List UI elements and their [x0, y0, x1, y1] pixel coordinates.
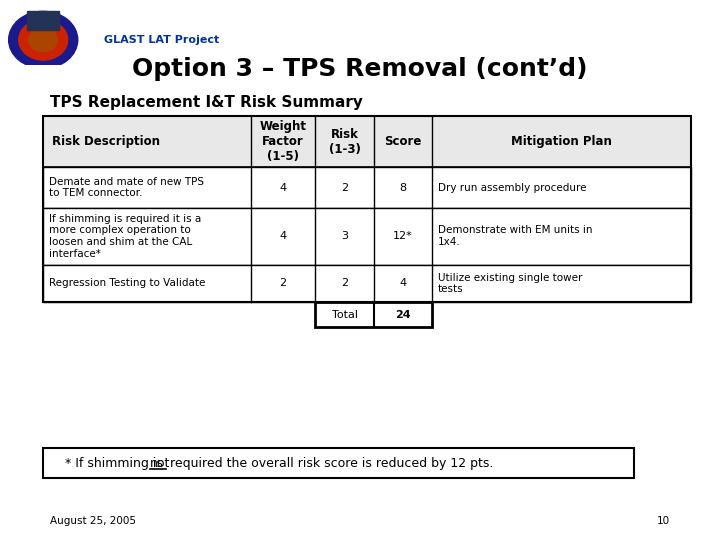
Text: Mitigation Plan: Mitigation Plan: [511, 135, 612, 148]
Text: If shimming is required it is a
more complex operation to
loosen and shim at the: If shimming is required it is a more com…: [49, 214, 201, 259]
Text: 2: 2: [279, 279, 287, 288]
Text: 4: 4: [279, 183, 287, 193]
Text: 2: 2: [341, 183, 348, 193]
Text: 4: 4: [279, 231, 287, 241]
Text: August 25, 2005: August 25, 2005: [50, 516, 136, 526]
Bar: [27, 11, 59, 30]
Text: Demonstrate with EM units in
1x4.: Demonstrate with EM units in 1x4.: [438, 225, 593, 247]
Circle shape: [19, 19, 68, 60]
Text: 8: 8: [400, 183, 406, 193]
Text: Total: Total: [331, 309, 358, 320]
Text: Weight
Factor
(1-5): Weight Factor (1-5): [259, 120, 307, 163]
Circle shape: [29, 28, 58, 52]
Text: Risk Description: Risk Description: [52, 135, 160, 148]
Text: required the overall risk score is reduced by 12 pts.: required the overall risk score is reduc…: [166, 456, 494, 470]
Circle shape: [9, 11, 78, 69]
Text: Risk
(1-3): Risk (1-3): [328, 128, 361, 156]
Text: not: not: [150, 456, 170, 470]
Text: 3: 3: [341, 231, 348, 241]
Text: GLAST LAT Project: GLAST LAT Project: [104, 35, 220, 45]
Text: TPS Replacement I&T Risk Summary: TPS Replacement I&T Risk Summary: [50, 94, 364, 110]
Text: Regression Testing to Validate: Regression Testing to Validate: [49, 279, 205, 288]
Text: 12*: 12*: [393, 231, 413, 241]
Text: Score: Score: [384, 135, 421, 148]
Text: Dry run assembly procedure: Dry run assembly procedure: [438, 183, 586, 193]
Text: Option 3 – TPS Removal (cont’d): Option 3 – TPS Removal (cont’d): [132, 57, 588, 80]
Text: 2: 2: [341, 279, 348, 288]
Text: Demate and mate of new TPS
to TEM connector.: Demate and mate of new TPS to TEM connec…: [49, 177, 204, 198]
Text: 4: 4: [400, 279, 406, 288]
Text: * If shimming is: * If shimming is: [65, 456, 166, 470]
Text: 10: 10: [657, 516, 670, 526]
Text: 24: 24: [395, 309, 410, 320]
Text: Utilize existing single tower
tests: Utilize existing single tower tests: [438, 273, 582, 294]
